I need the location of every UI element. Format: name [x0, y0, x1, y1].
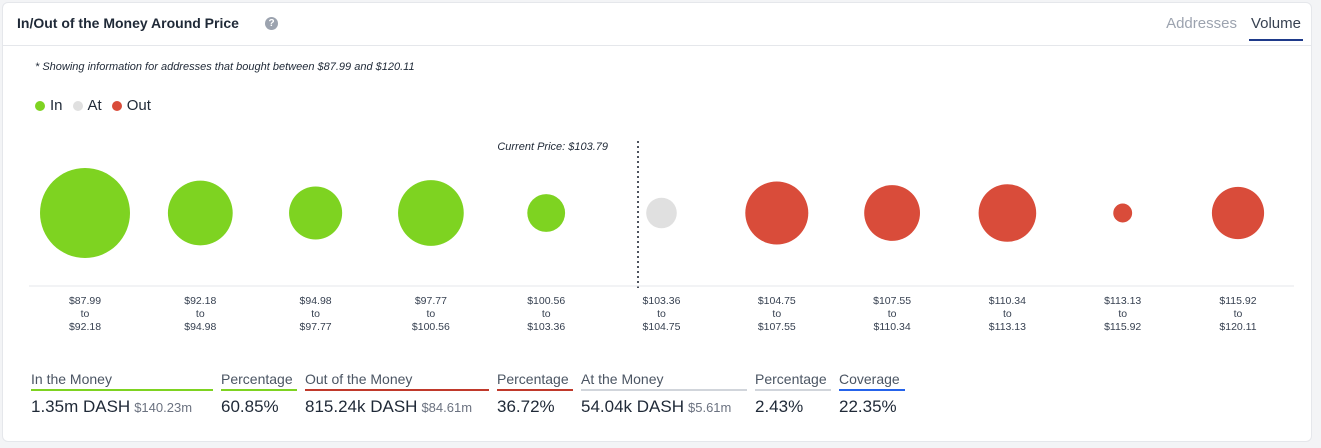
legend-item-at[interactable]: At [72, 97, 102, 114]
bubble-out[interactable] [1211, 186, 1265, 240]
legend: In At Out [35, 97, 161, 114]
bubble-out[interactable] [864, 185, 920, 241]
bubble-in[interactable] [398, 180, 464, 246]
bubble-out[interactable] [978, 184, 1037, 242]
tick-label-high: $103.36 [527, 321, 565, 333]
tick-label-high: $104.75 [643, 321, 681, 333]
tick-label-low: $107.55 [873, 295, 911, 307]
chart-card: In/Out of the Money Around Price ? Addre… [2, 2, 1312, 442]
stat-label: Percentage [755, 371, 831, 391]
stat-label: In the Money [31, 371, 213, 391]
legend-dot-out [111, 100, 122, 111]
tick-label-to: to [657, 308, 666, 320]
stats-row: In the Money 1.35m DASH $140.23m Percenta… [31, 371, 913, 417]
tick-label-to: to [196, 308, 205, 320]
stat-label: Percentage [221, 371, 297, 391]
tick-label-low: $97.77 [415, 295, 447, 307]
stat-value: 1.35m DASH [31, 397, 131, 416]
tick-label-to: to [427, 308, 436, 320]
tick-label-to: to [1118, 308, 1127, 320]
view-tabs: Addresses Volume [1154, 13, 1303, 45]
legend-dot-in [35, 100, 45, 111]
stat-sub: $84.61m [421, 400, 473, 415]
tick-label-high: $120.11 [1219, 321, 1256, 333]
stat-at-percentage: Percentage 2.43% [755, 371, 831, 417]
tick-label-to: to [81, 308, 90, 320]
current-price-label: Current Price: $103.79 [497, 141, 608, 153]
bubble-in[interactable] [289, 186, 343, 240]
stat-at-money: At the Money 54.04k DASH $5.61m [581, 371, 747, 417]
tick-label-to: to [1003, 308, 1012, 320]
tick-label-high: $107.55 [758, 321, 796, 333]
legend-item-out[interactable]: Out [111, 97, 151, 114]
tick-label-low: $87.99 [69, 295, 101, 307]
tick-label-high: $115.92 [1104, 321, 1141, 333]
legend-dot-at [72, 100, 83, 111]
stat-in-percentage: Percentage 60.85% [221, 371, 297, 417]
stat-value-row: 815.24k DASH $84.61m [305, 397, 489, 417]
stat-in-money: In the Money 1.35m DASH $140.23m [31, 371, 213, 417]
tab-addresses[interactable]: Addresses [1166, 15, 1237, 32]
bubbles-group [40, 168, 1265, 258]
tick-label-low: $110.34 [989, 295, 1026, 307]
bubble-out[interactable] [1113, 203, 1133, 223]
stat-coverage: Coverage 22.35% [839, 371, 905, 417]
stat-value: 815.24k DASH [305, 397, 418, 416]
tick-label-to: to [1234, 308, 1243, 320]
bubble-in[interactable] [167, 180, 233, 246]
tick-label-low: $113.13 [1104, 295, 1141, 307]
stat-out-percentage: Percentage 36.72% [497, 371, 573, 417]
tick-label-high: $100.56 [412, 321, 450, 333]
stat-value: 54.04k DASH [581, 397, 684, 416]
tick-label-high: $113.13 [989, 321, 1026, 333]
tick-labels-group: $87.99to$92.18$92.18to$94.98$94.98to$97.… [69, 295, 1257, 333]
tick-label-high: $110.34 [874, 321, 911, 333]
stat-value: 2.43% [755, 397, 804, 416]
stat-sub: $140.23m [134, 400, 193, 415]
tick-label-to: to [542, 308, 551, 320]
stat-label: At the Money [581, 371, 747, 391]
legend-label-out: Out [126, 97, 151, 114]
legend-label-in: In [50, 97, 63, 114]
bubble-in[interactable] [40, 168, 130, 258]
tick-label-low: $103.36 [643, 295, 681, 307]
stat-value: 22.35% [839, 397, 897, 416]
stat-sub: $5.61m [688, 400, 732, 415]
tick-label-high: $94.98 [184, 321, 216, 333]
bubble-chart: Current Price: $103.79 $87.99to$92.18$92… [29, 141, 1294, 333]
tick-label-low: $100.56 [527, 295, 565, 307]
bubble-at[interactable] [646, 197, 677, 229]
bubble-in[interactable] [527, 194, 566, 232]
bubble-out[interactable] [745, 181, 809, 245]
tick-label-low: $104.75 [758, 295, 796, 307]
page-title: In/Out of the Money Around Price [17, 15, 239, 31]
stat-value: 36.72% [497, 397, 555, 416]
stat-label: Out of the Money [305, 371, 489, 391]
stat-value: 60.85% [221, 397, 279, 416]
legend-label-at: At [87, 97, 102, 114]
tick-label-low: $92.18 [184, 295, 216, 307]
stat-label: Coverage [839, 371, 905, 391]
tick-label-high: $97.77 [300, 321, 332, 333]
tab-volume[interactable]: Volume [1248, 13, 1303, 41]
stat-out-money: Out of the Money 815.24k DASH $84.61m [305, 371, 489, 417]
legend-item-in[interactable]: In [35, 97, 63, 114]
stat-value-row: 54.04k DASH $5.61m [581, 397, 747, 417]
tick-label-low: $115.92 [1219, 295, 1256, 307]
range-note: * Showing information for addresses that… [35, 61, 415, 73]
tick-label-to: to [311, 308, 320, 320]
stat-value-row: 1.35m DASH $140.23m [31, 397, 213, 417]
help-icon[interactable]: ? [265, 17, 278, 30]
tick-label-to: to [772, 308, 781, 320]
stat-label: Percentage [497, 371, 573, 391]
tick-label-low: $94.98 [300, 295, 332, 307]
tick-label-high: $92.18 [69, 321, 101, 333]
card-header: In/Out of the Money Around Price ? Addre… [3, 3, 1311, 46]
tick-label-to: to [888, 308, 897, 320]
